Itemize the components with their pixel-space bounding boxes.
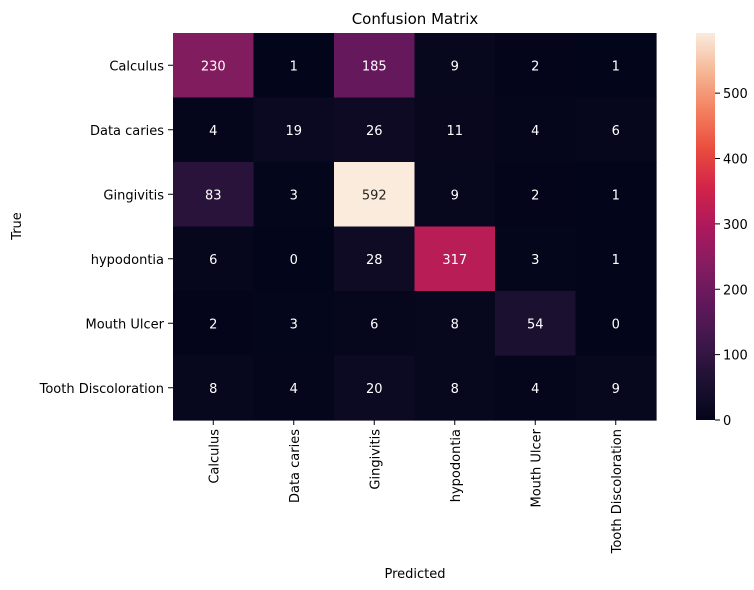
colorbar: 0 100 200 300 400 500 <box>696 33 748 429</box>
cell-value-label: 19 <box>285 124 302 139</box>
cell-value-label: 54 <box>527 317 544 332</box>
cell-value-label: 1 <box>612 253 620 268</box>
heatmap-cell <box>173 97 255 163</box>
heatmap-cell <box>173 162 255 228</box>
heatmap-cell <box>334 162 416 228</box>
cell-value-label: 8 <box>451 382 459 397</box>
cell-value-label: 185 <box>362 59 387 74</box>
cell-value-label: 8 <box>451 317 459 332</box>
y-axis-label: True <box>10 212 25 241</box>
cell-value-label: 317 <box>442 253 467 268</box>
heatmap-cell <box>495 162 577 228</box>
heatmap-cell <box>575 355 657 421</box>
heatmap-cell <box>495 33 577 99</box>
colorbar-tick-label: 0 <box>723 414 731 429</box>
heatmap-cell <box>414 97 496 163</box>
cell-value-label: 6 <box>370 317 378 332</box>
heatmap-cell <box>173 291 255 357</box>
heatmap-cell <box>173 355 255 421</box>
heatmap-cell <box>173 33 255 99</box>
heatmap-cell <box>334 97 416 163</box>
heatmap-cell <box>253 33 335 99</box>
colorbar-tick-label: 100 <box>723 349 748 364</box>
cell-value-label: 1 <box>290 59 298 74</box>
heatmap-cell <box>495 226 577 292</box>
row-tick-label: Data caries <box>90 124 164 139</box>
row-tick-labels: Calculus Data caries Gingivitis hypodontia M… <box>39 59 173 397</box>
heatmap-cell <box>334 355 416 421</box>
row-tick-label: Calculus <box>109 59 164 74</box>
colorbar-tick-label: 200 <box>723 283 748 298</box>
cell-value-label: 2 <box>531 188 539 203</box>
column-tick-labels: Calculus Data caries Gingivitis hypodontia M… <box>207 420 625 554</box>
row-tick-label: hypodontia <box>91 253 164 268</box>
heatmap-cell <box>575 226 657 292</box>
heatmap-cell <box>253 162 335 228</box>
row-tick-label: Tooth Discoloration <box>39 382 164 397</box>
heatmap-cell <box>414 355 496 421</box>
cell-value-label: 1 <box>612 188 620 203</box>
cell-value-label: 28 <box>366 253 383 268</box>
column-tick-label: Mouth Ulcer <box>529 428 544 507</box>
heatmap-cell <box>575 291 657 357</box>
x-axis-label: Predicted <box>384 567 445 582</box>
chart-title: Confusion Matrix <box>352 10 479 28</box>
cell-value-label: 0 <box>612 317 620 332</box>
cell-value-label: 9 <box>451 59 459 74</box>
heatmap-cell <box>495 355 577 421</box>
cell-value-label: 4 <box>290 382 298 397</box>
cell-value-label: 83 <box>205 188 222 203</box>
heatmap-cell <box>495 291 577 357</box>
heatmap-cell <box>253 97 335 163</box>
row-tick-label: Gingivitis <box>103 188 164 203</box>
heatmap-cell <box>414 291 496 357</box>
heatmap-cell <box>253 226 335 292</box>
column-tick-label: Tooth Discoloration <box>610 429 625 554</box>
cell-value-label: 4 <box>209 124 217 139</box>
cell-value-label: 0 <box>290 253 298 268</box>
cell-value-label: 26 <box>366 124 383 139</box>
cell-value-label: 4 <box>531 124 539 139</box>
heatmap-cell <box>495 97 577 163</box>
colorbar-gradient <box>696 33 715 420</box>
heatmap-cell <box>414 226 496 292</box>
cell-value-label: 20 <box>366 382 383 397</box>
heatmap-cell <box>575 162 657 228</box>
heatmap-cell <box>334 291 416 357</box>
heatmap-cell <box>253 355 335 421</box>
heatmap-cell <box>414 162 496 228</box>
cell-value-label: 9 <box>612 382 620 397</box>
heatmap-cell <box>575 97 657 163</box>
column-tick-label: Calculus <box>207 429 222 484</box>
heatmap-cell <box>414 33 496 99</box>
cell-value-label: 3 <box>290 317 298 332</box>
colorbar-tick-label: 400 <box>723 153 748 168</box>
heatmap-cell <box>253 291 335 357</box>
cell-value-label: 8 <box>209 382 217 397</box>
cell-value-label: 230 <box>201 59 226 74</box>
colorbar-tick-label: 300 <box>723 218 748 233</box>
heatmap-cell <box>334 33 416 99</box>
heatmap-cell <box>575 33 657 99</box>
heatmap-cell <box>334 226 416 292</box>
column-tick-label: Gingivitis <box>368 429 383 490</box>
cell-value-label: 4 <box>531 382 539 397</box>
cell-value-label: 3 <box>531 253 539 268</box>
column-tick-label: Data caries <box>288 429 303 503</box>
cell-value-label: 1 <box>612 59 620 74</box>
heatmap-cell <box>173 226 255 292</box>
row-tick-label: Mouth Ulcer <box>86 317 165 332</box>
cell-value-label: 6 <box>209 253 217 268</box>
cell-value-label: 2 <box>531 59 539 74</box>
cell-value-label: 2 <box>209 317 217 332</box>
heatmap-cells: 230 1 185 9 2 1 4 19 26 11 4 6 83 3 592 9 2 1 6 0 28 317 3 1 2 3 6… <box>173 33 657 421</box>
column-tick-label: hypodontia <box>449 429 464 502</box>
cell-value-label: 6 <box>612 124 620 139</box>
cell-value-label: 592 <box>362 188 387 203</box>
cell-value-label: 9 <box>451 188 459 203</box>
colorbar-tick-label: 500 <box>723 87 748 102</box>
cell-value-label: 11 <box>446 124 463 139</box>
cell-value-label: 3 <box>290 188 298 203</box>
